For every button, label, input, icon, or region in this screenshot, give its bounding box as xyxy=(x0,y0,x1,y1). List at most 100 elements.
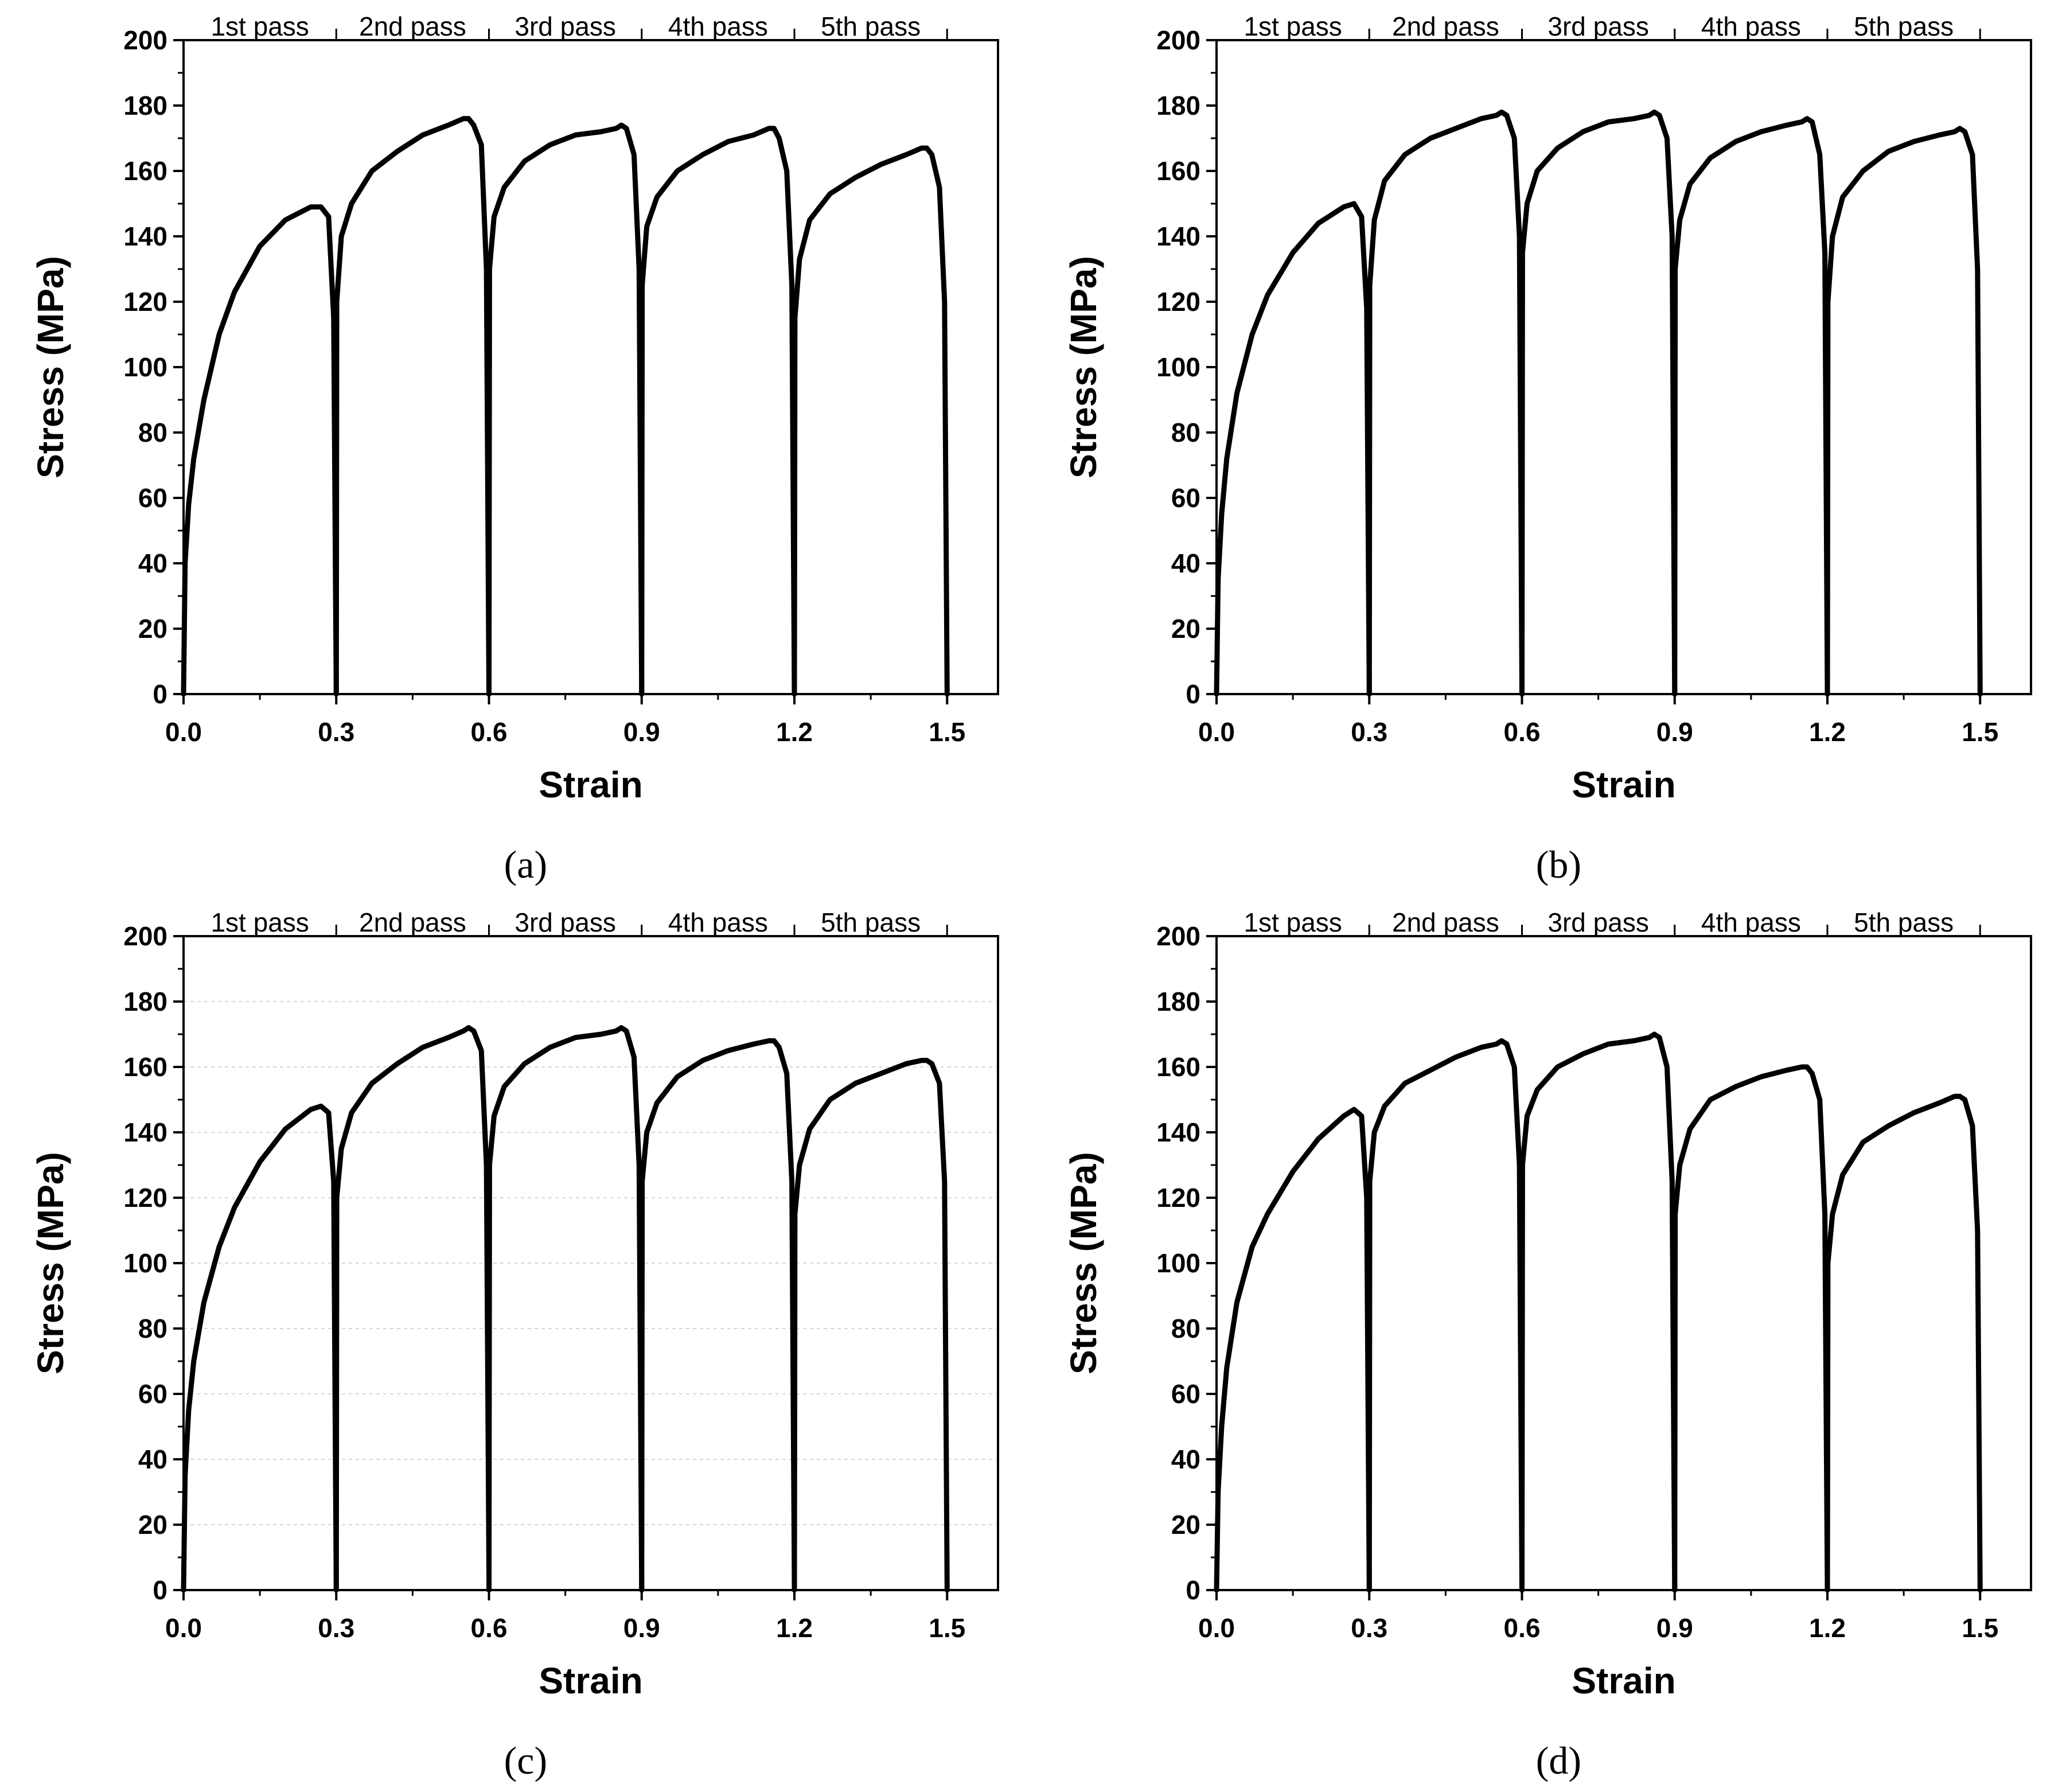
pass-label: 2nd pass xyxy=(359,907,466,937)
series-line xyxy=(1672,1064,1830,1593)
y-tick-label: 100 xyxy=(1156,352,1200,382)
y-tick-label: 180 xyxy=(123,91,167,120)
y-tick-label: 180 xyxy=(1156,91,1200,120)
pass-label: 2nd pass xyxy=(1392,11,1499,41)
x-axis-title: Strain xyxy=(539,764,642,805)
pass-label: 4th pass xyxy=(1701,11,1801,41)
x-tick-label: 0.6 xyxy=(1504,717,1541,747)
panel-caption: (a) xyxy=(504,843,547,886)
y-tick-label: 20 xyxy=(138,614,167,644)
pass-label: 5th pass xyxy=(821,907,921,937)
series-line xyxy=(792,145,950,697)
series-line xyxy=(333,1025,492,1593)
y-tick-label: 80 xyxy=(138,418,167,447)
y-tick-label: 100 xyxy=(123,1248,167,1278)
y-tick-label: 160 xyxy=(123,1052,167,1082)
y-tick-label: 200 xyxy=(1156,921,1200,951)
panel-caption: (c) xyxy=(504,1739,547,1782)
pass-label: 4th pass xyxy=(668,11,768,41)
series-group xyxy=(1214,1031,1983,1593)
y-tick-label: 140 xyxy=(1156,221,1200,251)
x-tick-label: 0.9 xyxy=(623,717,660,747)
pass-label: 3rd pass xyxy=(514,907,615,937)
series-line xyxy=(1519,109,1678,697)
y-tick-label: 160 xyxy=(123,156,167,186)
y-tick-label: 80 xyxy=(138,1314,167,1343)
plot-frame xyxy=(1215,39,2032,695)
y-tick-label: 40 xyxy=(138,548,167,578)
x-tick-label: 0.3 xyxy=(1351,1613,1387,1643)
series-line xyxy=(1825,126,1983,697)
y-axis-title: Stress (MPa) xyxy=(30,256,71,478)
pass-label: 2nd pass xyxy=(1392,907,1499,937)
y-axis-title: Stress (MPa) xyxy=(1063,256,1104,478)
y-axis-title: Stress (MPa) xyxy=(30,1152,71,1374)
y-tick-label: 80 xyxy=(1171,1314,1200,1343)
y-tick-label: 140 xyxy=(123,221,167,251)
x-tick-label: 1.2 xyxy=(776,717,813,747)
pass-label: 4th pass xyxy=(668,907,768,937)
series-line xyxy=(333,116,492,697)
y-tick-label: 180 xyxy=(1156,987,1200,1016)
series-line xyxy=(1214,1107,1372,1593)
x-axis-title: Strain xyxy=(1572,764,1675,805)
panel-caption: (d) xyxy=(1536,1739,1581,1782)
y-tick-label: 20 xyxy=(1171,614,1200,644)
pass-label: 3rd pass xyxy=(1547,11,1648,41)
x-tick-label: 0.6 xyxy=(471,717,508,747)
y-tick-label: 120 xyxy=(123,287,167,317)
x-tick-label: 0.9 xyxy=(623,1613,660,1643)
x-tick-label: 0.0 xyxy=(165,717,202,747)
x-tick-label: 1.2 xyxy=(1809,1613,1846,1643)
y-tick-label: 100 xyxy=(1156,1248,1200,1278)
y-tick-label: 200 xyxy=(123,921,167,951)
pass-label: 5th pass xyxy=(821,11,921,41)
y-tick-label: 40 xyxy=(1171,548,1200,578)
chart-panel-c: 0 20 40 60 80 100 120 140 160 180 200 0.0 0.3 0.6 0.9 1… xyxy=(30,907,999,1782)
plot-frame xyxy=(182,39,999,695)
x-tick-label: 1.5 xyxy=(1962,1613,1998,1643)
y-tick-label: 20 xyxy=(1171,1510,1200,1540)
series-line xyxy=(1366,109,1525,697)
x-tick-label: 0.9 xyxy=(1656,717,1693,747)
y-tick-label: 140 xyxy=(123,1117,167,1147)
series-line xyxy=(1672,116,1830,697)
series-group xyxy=(1214,109,1983,697)
y-tick-label: 80 xyxy=(1171,418,1200,447)
panel-caption: (b) xyxy=(1536,843,1581,886)
pass-label: 3rd pass xyxy=(1547,907,1648,937)
x-tick-label: 1.2 xyxy=(776,1613,813,1643)
plot-frame xyxy=(1215,935,2032,1591)
x-axis-title: Strain xyxy=(539,1660,642,1701)
x-axis-title: Strain xyxy=(1572,1660,1675,1701)
series-line xyxy=(1366,1038,1525,1593)
y-tick-label: 120 xyxy=(1156,1183,1200,1213)
y-tick-label: 60 xyxy=(138,1379,167,1409)
y-tick-label: 100 xyxy=(123,352,167,382)
x-tick-label: 1.2 xyxy=(1809,717,1846,747)
pass-label: 5th pass xyxy=(1854,11,1954,41)
series-line xyxy=(486,122,645,697)
y-tick-label: 200 xyxy=(123,25,167,55)
chart-panel-b: 0 20 40 60 80 100 120 140 160 180 200 0.0 0.3 0.6 0.9 1… xyxy=(1063,11,2032,886)
y-tick-label: 60 xyxy=(1171,1379,1200,1409)
y-tick-label: 200 xyxy=(1156,25,1200,55)
series-line xyxy=(639,126,797,697)
x-tick-label: 1.5 xyxy=(929,717,965,747)
y-axis-title: Stress (MPa) xyxy=(1063,1152,1104,1374)
y-tick-label: 60 xyxy=(1171,483,1200,513)
chart-panel-d: 0 20 40 60 80 100 120 140 160 180 200 0.0 0.3 0.6 0.9 1… xyxy=(1063,907,2032,1782)
x-tick-label: 0.6 xyxy=(1504,1613,1541,1643)
y-tick-label: 140 xyxy=(1156,1117,1200,1147)
y-tick-label: 0 xyxy=(153,679,167,709)
series-group xyxy=(181,116,950,697)
chart-panel-a: 0 20 40 60 80 100 120 140 160 180 200 0.0 0.3 0.6 0.9 1… xyxy=(30,11,999,886)
series-line xyxy=(181,204,339,697)
x-tick-label: 0.0 xyxy=(1198,1613,1235,1643)
y-tick-label: 60 xyxy=(138,483,167,513)
pass-label: 3rd pass xyxy=(514,11,615,41)
pass-label: 1st pass xyxy=(211,907,309,937)
pass-label: 1st pass xyxy=(1244,907,1342,937)
y-tick-label: 180 xyxy=(123,987,167,1016)
